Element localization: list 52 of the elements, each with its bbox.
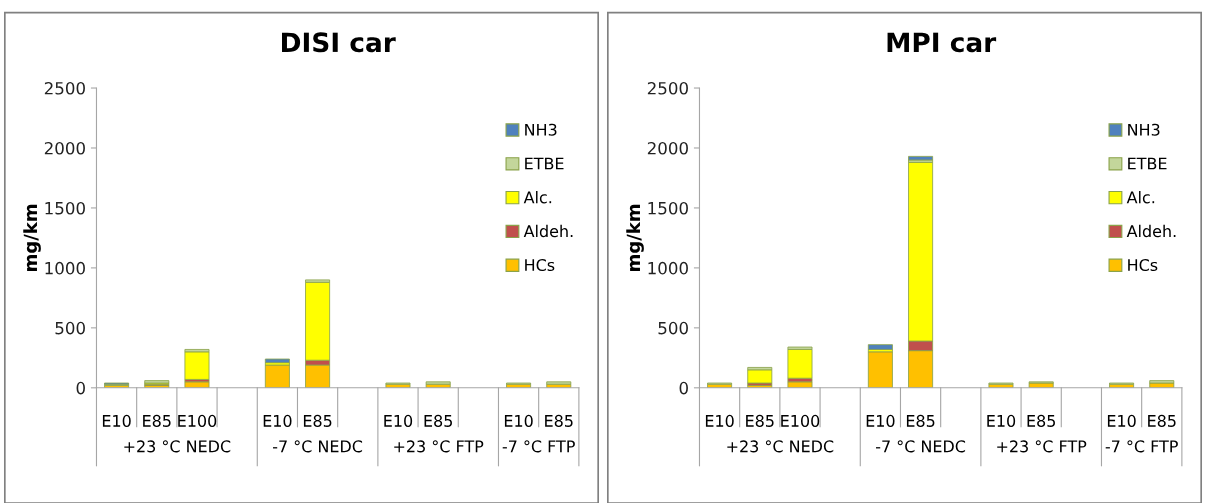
legend-label: NH3	[525, 123, 557, 136]
chart-title: MPI car	[887, 32, 997, 53]
y-tick-label: 1000	[648, 261, 688, 275]
text: +23 °C NEDC	[727, 440, 834, 453]
x-tick-label: E85	[906, 414, 935, 427]
y-tick-label: 2000	[44, 141, 85, 155]
text: -7 °C FTP	[1105, 440, 1178, 453]
text: -7 °C FTP	[502, 440, 575, 453]
y-tick-label: 0	[76, 381, 85, 395]
text: +23 °C FTP	[394, 440, 484, 453]
y-tick-label: 500	[55, 321, 85, 335]
x-tick-label: E85	[143, 414, 171, 427]
y-tick-label: 1000	[45, 261, 85, 275]
x-tick-label: E85	[545, 414, 573, 427]
x-tick-label: E10	[987, 414, 1016, 427]
x-tick-label: E85	[746, 414, 774, 427]
legend-label: NH3	[1128, 123, 1160, 136]
y-tick-label: 0	[679, 381, 688, 395]
y-tick-label: 2000	[647, 141, 688, 155]
x-tick-label: E10	[102, 414, 131, 427]
legend-label: ETBE	[525, 157, 564, 170]
x-tick-label: E10	[263, 414, 292, 427]
chart-title: DISI car	[282, 32, 396, 53]
legend-label: HCs	[525, 258, 555, 272]
legend-label: Aldeh.	[1126, 224, 1176, 238]
x-tick-label: E85	[424, 414, 452, 427]
x-tick-label: E10	[384, 414, 413, 427]
x-tick-label: E85	[1148, 414, 1176, 427]
x-tick-label: E10	[866, 414, 895, 427]
text: +23 °C FTP	[997, 440, 1087, 453]
y-tick-label: 1500	[648, 201, 688, 215]
y-axis-title: mg/km	[626, 204, 644, 271]
legend-label: ETBE	[1128, 157, 1167, 170]
y-axis-title: mg/km	[23, 204, 41, 271]
x-tick-label: E10	[1107, 414, 1136, 427]
text: -7 °C NEDC	[876, 440, 966, 453]
legend-label: Aldeh.	[523, 224, 573, 238]
y-tick-label: 2500	[44, 81, 85, 95]
x-tick-label: E10	[705, 414, 734, 427]
x-tick-label: E85	[303, 414, 332, 427]
legend-label: Alc.	[523, 191, 552, 204]
x-tick-label: E100	[781, 414, 820, 427]
x-tick-label: E10	[504, 414, 533, 427]
legend-label: Alc.	[1126, 191, 1155, 204]
y-tick-label: 1500	[45, 201, 85, 215]
x-tick-label: E100	[178, 414, 217, 427]
legend-label: HCs	[1128, 258, 1158, 272]
y-tick-label: 2500	[647, 81, 688, 95]
text: +23 °C NEDC	[124, 440, 231, 453]
y-tick-label: 500	[658, 321, 688, 335]
x-tick-label: E85	[1027, 414, 1055, 427]
text: -7 °C NEDC	[273, 440, 363, 453]
